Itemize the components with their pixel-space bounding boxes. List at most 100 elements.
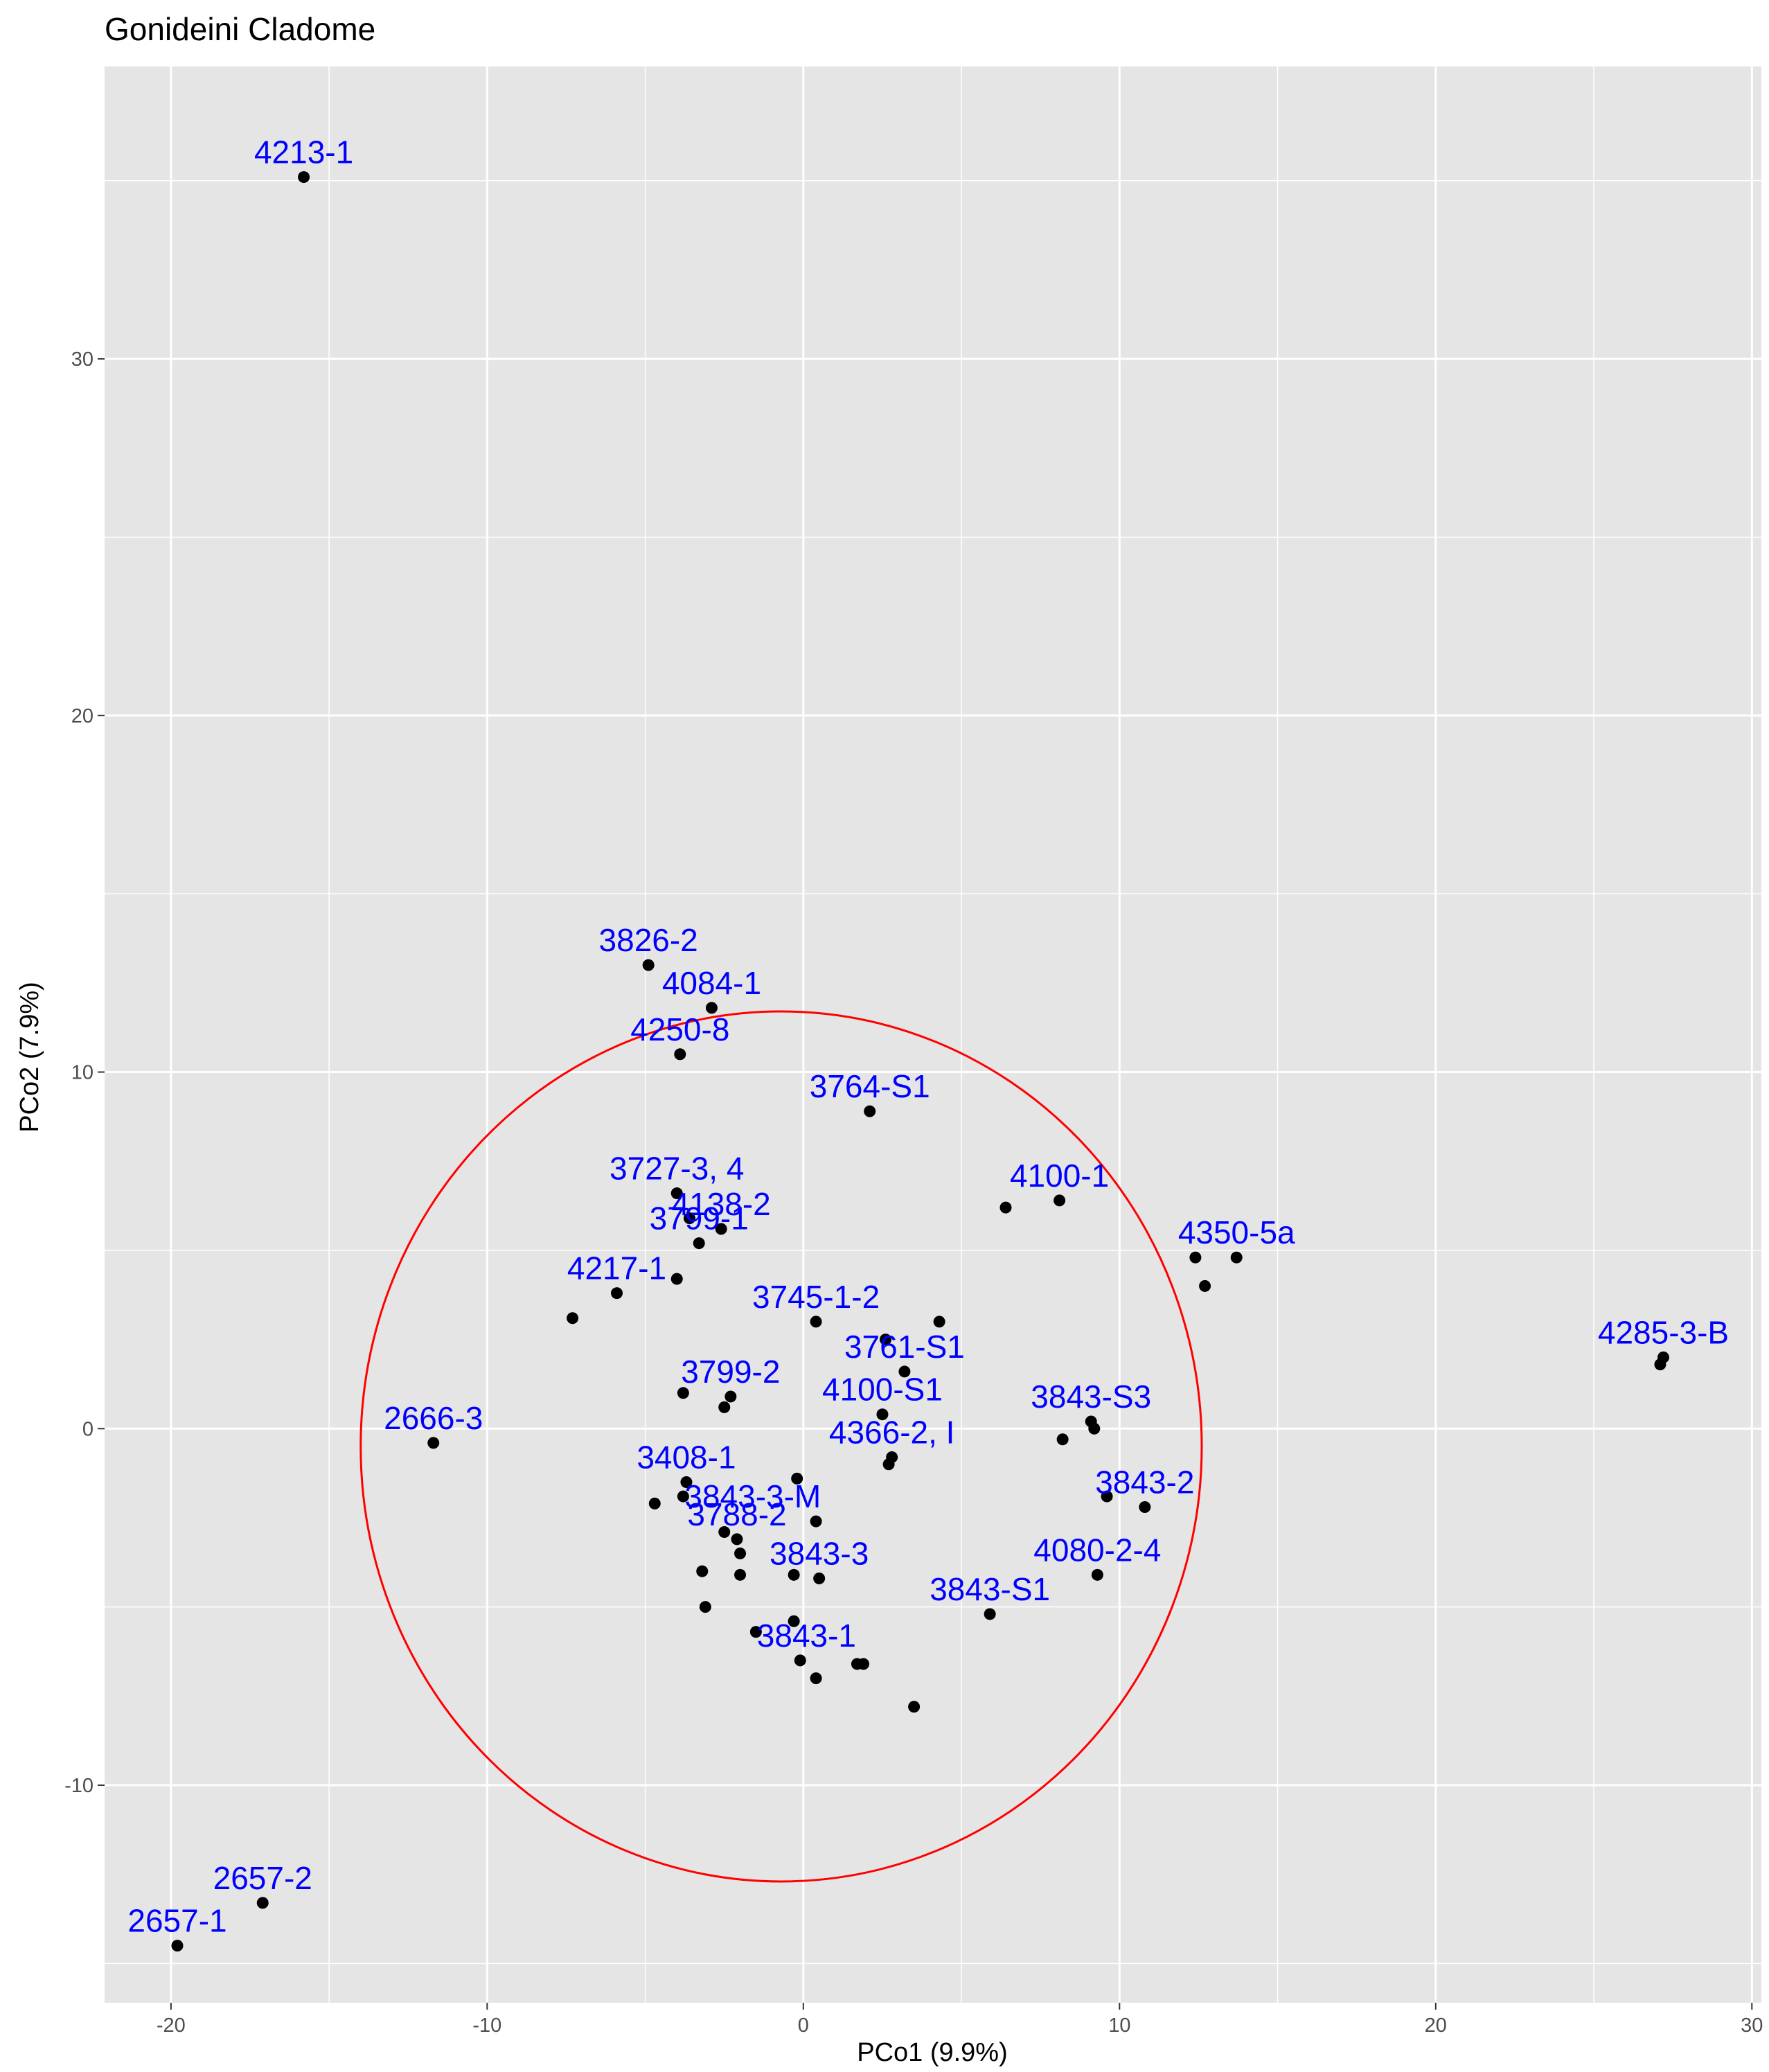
data-point [1056,1433,1069,1446]
y-tick-label: 0 [82,1418,94,1440]
x-tick-label: 30 [1741,2015,1763,2037]
point-label: 3761-S1 [844,1329,965,1365]
point-label: 3408-1 [637,1439,736,1475]
data-point [999,1201,1012,1214]
data-point [731,1533,743,1546]
point-label: 4080-2-4 [1033,1532,1161,1568]
data-point [749,1626,762,1638]
x-tick-label: -10 [472,2015,501,2037]
point-label: 3843-3 [770,1535,869,1571]
chart-title: Gonideini Cladome [105,11,375,47]
data-point [1199,1279,1211,1292]
data-point [705,1002,718,1014]
point-label: 3826-2 [599,922,698,958]
data-point [693,1237,705,1250]
data-point [677,1387,689,1399]
data-point [670,1187,683,1200]
data-point [298,171,310,184]
data-point [670,1273,683,1285]
point-label: 3843-3-M [684,1478,821,1514]
point-label: 3843-S3 [1031,1379,1151,1415]
data-point [642,959,655,971]
data-point [648,1497,661,1509]
data-point [880,1334,892,1346]
point-label: 4285-3-B [1598,1314,1729,1350]
data-point [674,1048,686,1061]
x-tick-label: 20 [1425,2015,1447,2037]
data-point [1189,1251,1202,1264]
point-label: 3843-1 [757,1618,856,1654]
point-label: 3799-2 [681,1354,780,1390]
data-point [1091,1568,1103,1581]
y-tick-label: 30 [71,348,94,371]
point-label: 4100-S1 [822,1372,943,1408]
point-label: 2666-3 [384,1400,483,1436]
point-label: 3745-1-2 [752,1279,880,1315]
data-point [684,1212,696,1225]
data-point [715,1223,727,1235]
data-point [427,1437,440,1449]
point-label: 3727-3, 4 [610,1151,744,1187]
data-point [810,1672,822,1685]
y-tick-label: 10 [71,1062,94,1084]
data-point [1088,1422,1101,1435]
point-label: 3799-1 [650,1201,749,1237]
point-label: 4084-1 [662,965,761,1001]
data-point [734,1568,747,1581]
y-tick-label: 20 [71,705,94,727]
point-label: 4366-2, I [829,1414,955,1450]
point-label: 4138-2 [672,1186,771,1222]
data-point [984,1608,996,1620]
point-label: 4350-5a [1178,1214,1295,1250]
x-axis-title: PCo1 (9.9%) [857,2038,1008,2067]
point-label: 2657-2 [213,1860,312,1896]
data-point [864,1105,876,1117]
data-point [611,1287,623,1300]
data-point [876,1408,889,1421]
data-point [567,1312,579,1325]
point-label: 3843-2 [1095,1464,1194,1500]
point-label: 4213-1 [254,134,353,170]
data-point [680,1476,693,1488]
data-point [1139,1501,1151,1514]
data-point [699,1601,711,1613]
data-point [810,1316,822,1328]
data-point [1054,1194,1066,1207]
point-label: 4217-1 [567,1250,666,1286]
confidence-ellipse-group [359,1010,1203,1883]
data-point [725,1390,737,1403]
x-tick-label: 0 [798,2015,809,2037]
point-label: 4100-1 [1010,1158,1109,1194]
data-point [1101,1490,1113,1503]
data-point [1230,1251,1243,1264]
axes: -20 -10 0 10 20 30 -10 0 10 20 30 [64,348,1763,2037]
point-labels: 4213-1 3826-2 4084-1 4250-8 3764-S1 3727-3, 4… [127,134,1729,1939]
data-point [898,1365,911,1378]
y-axis-title: PCo2 (7.9%) [15,982,44,1133]
y-tick-label: -10 [64,1775,94,1797]
data-point [718,1401,731,1413]
plot-panel [105,67,1761,2003]
data-point [171,1940,184,1952]
grid-lines [105,67,1761,2003]
data-point [794,1654,806,1667]
data-point [791,1472,803,1485]
data-point [734,1547,747,1559]
data-point [1654,1358,1666,1371]
point-label: 3843-S1 [930,1571,1050,1607]
x-tick-label: 10 [1108,2015,1130,2037]
point-label: 4250-8 [630,1011,729,1047]
point-label: 3788-2 [687,1496,786,1532]
data-point [857,1658,870,1670]
confidence-ellipse [359,1010,1203,1883]
data-points [171,171,1669,1952]
data-point [256,1897,269,1909]
data-point [696,1565,709,1577]
data-point [810,1515,822,1528]
data-point [908,1701,921,1713]
data-point [788,1615,800,1627]
data-point [882,1458,895,1471]
x-tick-label: -20 [157,2015,186,2037]
data-point [813,1572,826,1584]
